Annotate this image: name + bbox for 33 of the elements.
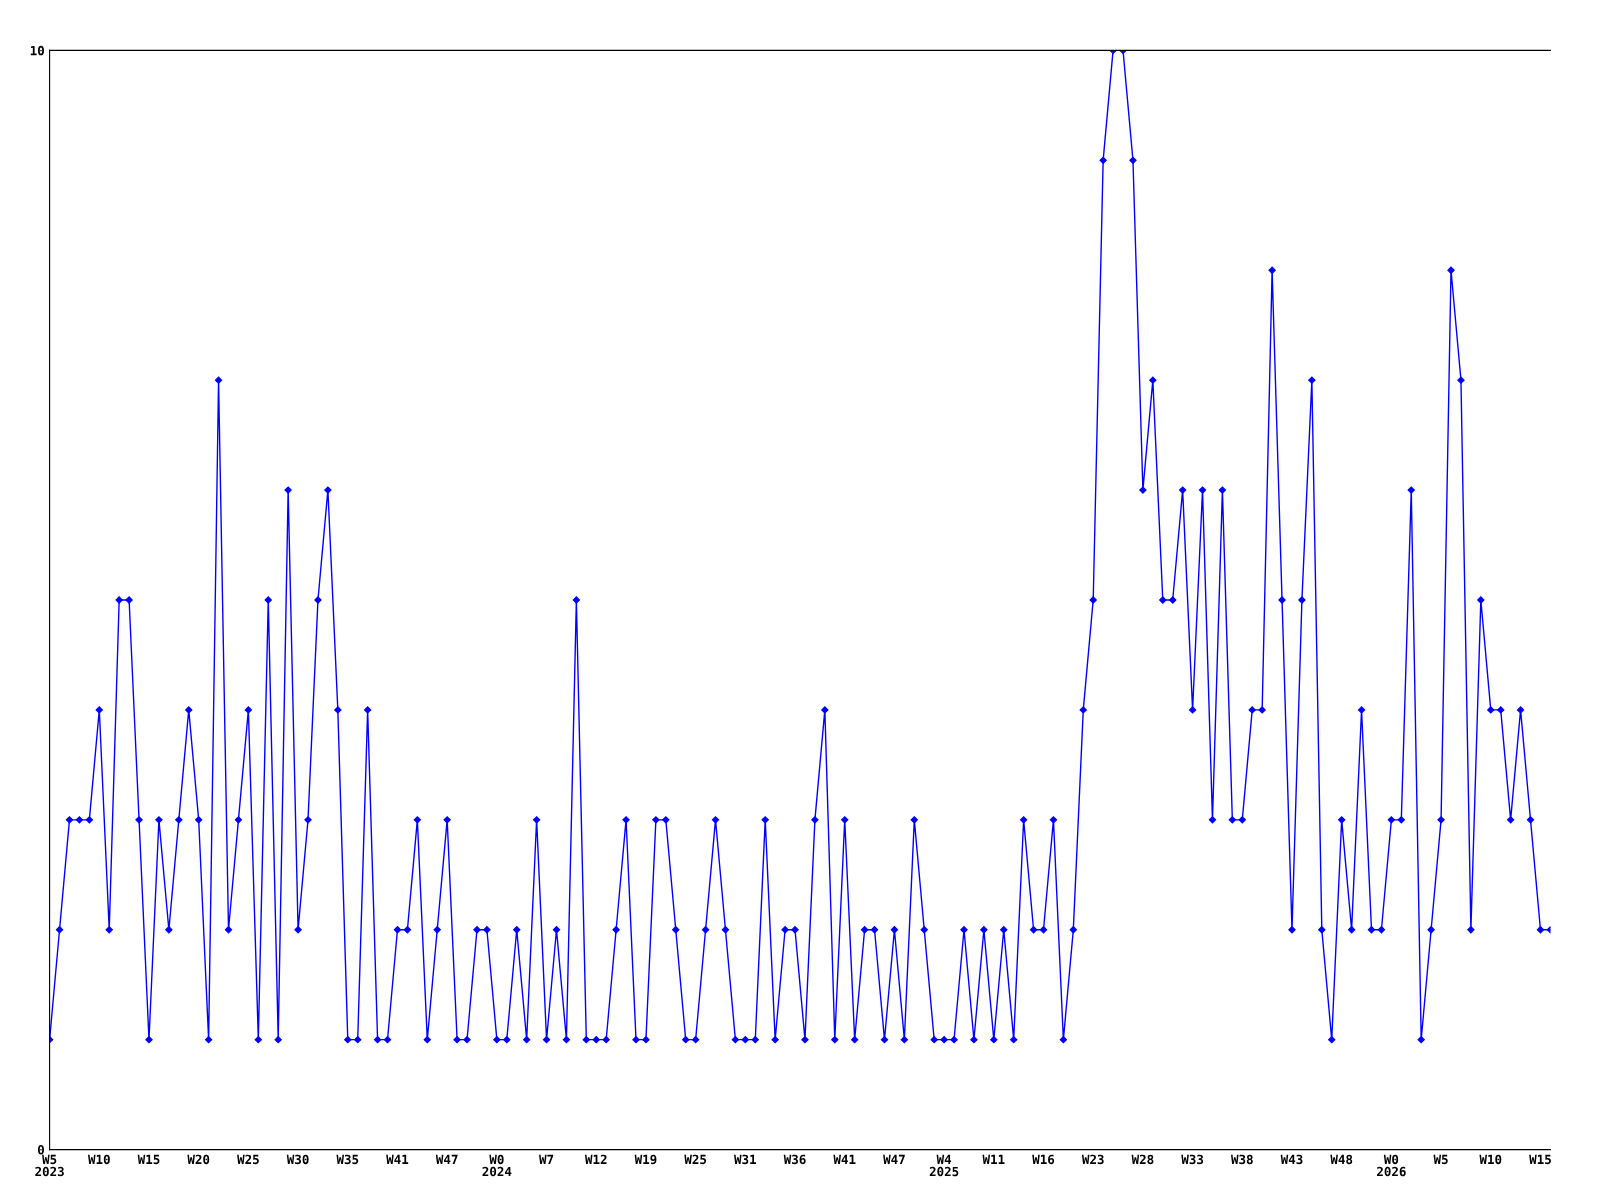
x-tick-label: W28: [1131, 1154, 1154, 1165]
x-tick-label: W0 2026: [1377, 1154, 1406, 1177]
x-tick-label: W23: [1081, 1154, 1104, 1165]
x-tick-label: W20: [187, 1154, 210, 1165]
x-tick-label: W15: [1529, 1154, 1551, 1165]
x-tick-label: W16: [1032, 1154, 1055, 1165]
y-tick-label: 0: [37, 1145, 44, 1155]
x-tick-label: W35: [336, 1154, 359, 1165]
x-tick-label: W0 2024: [482, 1154, 512, 1177]
x-tick-label: W43: [1280, 1154, 1303, 1165]
x-tick-label: W31: [734, 1154, 757, 1165]
x-tick-label: W4 2025: [929, 1154, 959, 1177]
x-tick-label: W10: [1479, 1154, 1502, 1165]
x-tick-label: W25: [237, 1154, 259, 1165]
x-tick-label: W5 2023: [35, 1154, 64, 1177]
x-tick-label: W30: [286, 1154, 309, 1165]
x-tick-label: W25: [684, 1154, 707, 1165]
x-tick-label: W41: [833, 1154, 856, 1164]
x-tick-label: W48: [1330, 1154, 1353, 1165]
x-tick-label: W41: [386, 1154, 409, 1164]
x-tick-label: W47: [883, 1154, 905, 1164]
x-tick-label: W47: [435, 1154, 458, 1164]
x-tick-label: W7: [539, 1154, 554, 1164]
x-tick-label: W36: [783, 1154, 806, 1165]
x-tick-label: W38: [1231, 1154, 1253, 1165]
x-tick-label: W11: [982, 1154, 1005, 1164]
x-tick-label: W5: [1433, 1154, 1448, 1165]
y-tick-label: 10: [30, 45, 44, 56]
x-tick-label: W10: [88, 1154, 110, 1165]
x-tick-label: W33: [1181, 1154, 1204, 1165]
x-tick-label: W12: [584, 1154, 607, 1164]
x-tick-label: W15: [137, 1154, 160, 1165]
x-tick-label: W19: [634, 1154, 657, 1165]
